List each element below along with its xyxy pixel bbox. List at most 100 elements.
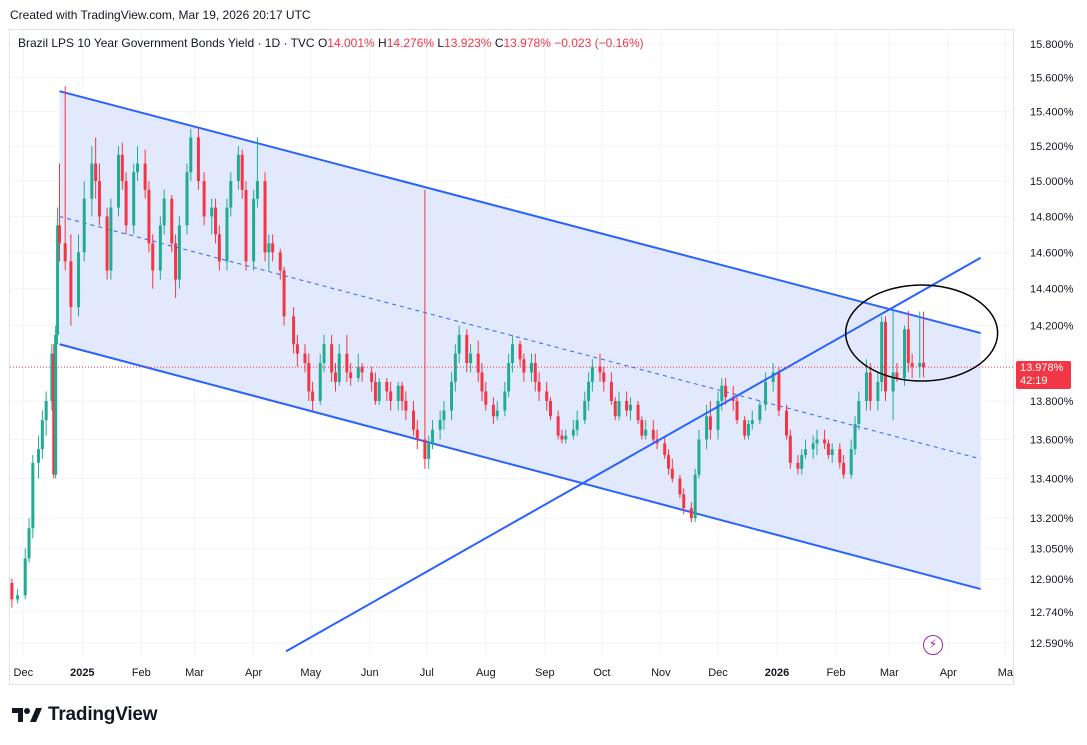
candle-body: [636, 404, 640, 421]
candle-body: [202, 181, 206, 217]
candle-body: [56, 225, 60, 335]
candle-body: [590, 366, 594, 382]
candle-body: [27, 528, 31, 559]
candle-body: [510, 344, 514, 364]
candle-body: [678, 478, 682, 495]
candle-body: [480, 372, 484, 392]
trend-line: [285, 256, 982, 653]
candle-body: [507, 363, 511, 392]
candle-body: [583, 400, 587, 421]
candle-body: [136, 163, 140, 173]
candle-body: [282, 270, 286, 317]
candle-body: [330, 344, 334, 373]
brand-name: TradingView: [48, 704, 158, 725]
candle-body: [453, 353, 457, 382]
y-tick-label: 14.800%: [1030, 211, 1074, 223]
candle-body: [720, 385, 724, 401]
candle-body: [225, 207, 229, 262]
candle-body: [450, 381, 454, 411]
candle-body: [667, 455, 671, 469]
candle-body: [857, 400, 861, 425]
candle-body: [545, 391, 549, 401]
candle-body: [82, 198, 86, 253]
candle-body: [318, 363, 322, 401]
candle-body: [788, 435, 792, 463]
y-tick-label: 12.740%: [1030, 607, 1074, 619]
candle-body: [522, 359, 526, 373]
candle-body: [143, 163, 147, 190]
candle-body: [177, 225, 181, 280]
candle-body: [63, 243, 67, 262]
lightning-icon[interactable]: ⚡: [923, 635, 943, 655]
candle-body: [842, 462, 846, 475]
candle-body: [651, 429, 655, 440]
candle-body: [252, 198, 256, 262]
candle-body: [345, 353, 349, 373]
candle-body: [360, 366, 364, 373]
candle-body: [307, 363, 311, 392]
y-tick-label: 15.400%: [1030, 107, 1074, 119]
candle-body: [278, 252, 282, 271]
x-tick-label: May: [300, 667, 321, 679]
candle-body: [210, 207, 214, 217]
candle-body: [777, 372, 781, 411]
x-tick-label: Apr: [245, 667, 262, 679]
candle-body: [560, 435, 564, 440]
candle-body: [52, 353, 56, 475]
candle-body: [370, 372, 374, 382]
created-with-credit: Created with TradingView.com, Mar 19, 20…: [10, 8, 311, 22]
candle-body: [796, 462, 800, 469]
bar-countdown: 42:19: [1020, 375, 1048, 387]
candle-body: [910, 363, 914, 367]
candle-body: [716, 400, 720, 430]
candle-body: [90, 163, 94, 199]
x-axis: Dec 2025 Feb Mar Apr May Jun Jul Aug Sep Oct Nov Dec…: [14, 667, 1014, 679]
candle-body: [442, 410, 446, 421]
candle-body: [811, 443, 815, 450]
candle-body: [174, 243, 178, 280]
candle-body: [918, 362, 922, 367]
candle-body: [830, 449, 834, 456]
chart-frame: [9, 29, 1014, 685]
y-tick-label: 14.600%: [1030, 247, 1074, 259]
legend-close-label: C: [494, 36, 504, 50]
candle-body: [214, 207, 218, 235]
candle-body: [529, 363, 533, 373]
trend-drawings[interactable]: [10, 256, 1013, 653]
candle-body: [337, 353, 341, 382]
candle-body: [697, 439, 701, 475]
candle-body: [868, 372, 872, 401]
candle-body: [217, 234, 221, 262]
candle-body: [895, 372, 899, 379]
candle-body: [94, 163, 98, 182]
candle-body: [50, 353, 54, 401]
channel-drawing[interactable]: [59, 90, 981, 591]
candle-body: [503, 391, 507, 411]
candle-body: [750, 420, 754, 425]
y-axis: 15.800% 15.600% 15.400% 15.200% 15.000% 14.80…: [1030, 39, 1074, 650]
candle-body: [162, 198, 166, 226]
candle-body: [411, 410, 415, 430]
candle-body: [800, 455, 804, 469]
candle-body: [23, 558, 27, 596]
candle-body: [804, 449, 808, 456]
highlight-ellipse: [844, 284, 999, 382]
x-tick-label: Ma: [998, 667, 1014, 679]
candle-body: [849, 449, 853, 475]
candle-body: [303, 353, 307, 364]
y-tick-label: 15.600%: [1030, 73, 1074, 85]
candle-body: [891, 372, 895, 392]
candle-body: [549, 400, 553, 417]
candle-body: [109, 207, 113, 271]
candle-body: [105, 216, 109, 271]
candle-body: [705, 416, 709, 440]
tradingview-logo[interactable]: TradingView: [12, 704, 158, 726]
candle-body: [170, 198, 174, 244]
legend-change-pct: (−0.16%): [594, 36, 644, 50]
candle-body: [37, 449, 41, 463]
x-tick-label: Dec: [14, 667, 34, 679]
candle-body: [465, 334, 469, 364]
last-price-badge: 13.978% 42:19: [1016, 361, 1071, 389]
x-tick-label: Sep: [535, 667, 555, 679]
